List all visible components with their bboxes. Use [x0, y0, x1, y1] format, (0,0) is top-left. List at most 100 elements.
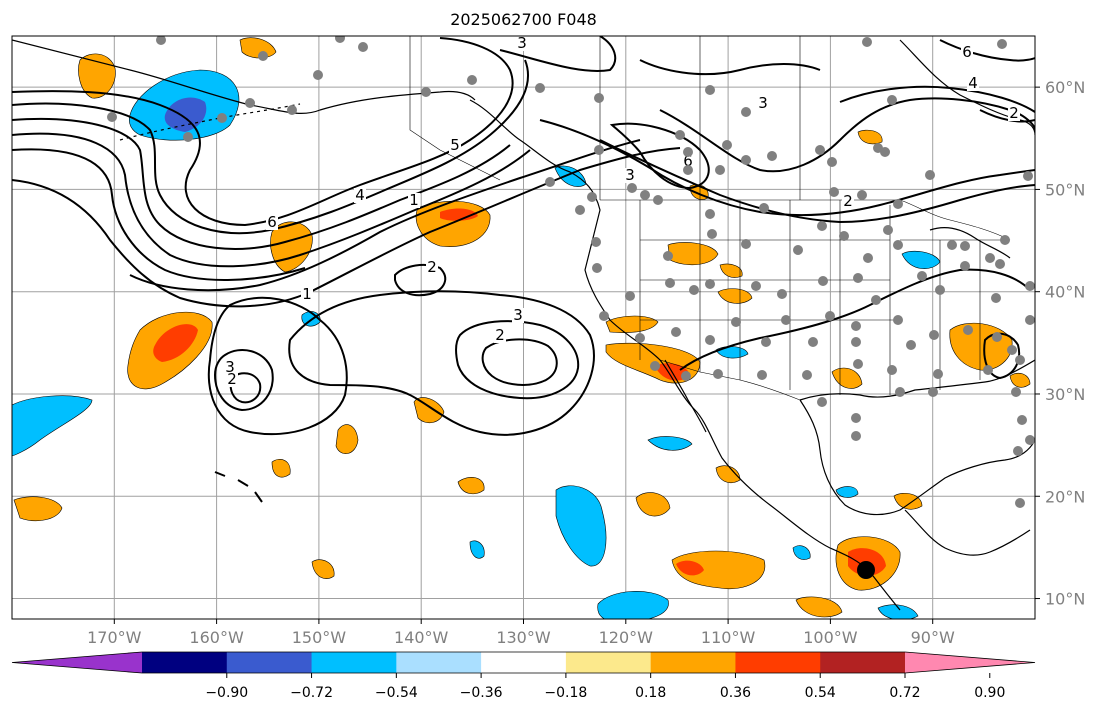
contour-label: 3	[625, 166, 635, 184]
contour-line	[454, 320, 580, 400]
contour-line	[213, 349, 274, 412]
station-dot	[992, 332, 1002, 342]
contour-label-bg	[512, 308, 524, 323]
station-dot	[592, 263, 602, 273]
station-dot	[683, 165, 693, 175]
station-dot	[808, 337, 818, 347]
station-dot	[1015, 498, 1025, 508]
contour-label: 2	[427, 258, 437, 276]
contour-label: 4	[968, 74, 978, 92]
positive-anomaly-patch	[857, 129, 883, 145]
station-dot	[929, 330, 939, 340]
station-dot	[983, 365, 993, 375]
contour-line	[207, 296, 348, 436]
contour-line	[481, 338, 558, 386]
contour-label-bg	[266, 215, 278, 230]
positive-anomaly-patch	[671, 550, 766, 590]
contour-line	[939, 39, 1035, 62]
contour-line	[12, 37, 514, 227]
station-dot	[895, 387, 905, 397]
anomaly-shading	[12, 37, 1031, 619]
positive-anomaly-patch	[335, 424, 359, 454]
colorbar-outline	[11, 651, 1036, 674]
contour-label: 1	[302, 285, 312, 303]
station-dot	[671, 327, 681, 337]
station-dot	[997, 39, 1007, 49]
station-dot	[594, 145, 604, 155]
contour-label: 3	[758, 94, 768, 112]
contour-label-bg	[1008, 106, 1020, 121]
station-dot	[599, 311, 609, 321]
colorbar-extend-low	[12, 652, 142, 673]
colorbar-segment	[142, 652, 228, 673]
longitude-tick-label: 140°W	[394, 628, 449, 647]
station-dot	[1013, 446, 1023, 456]
positive-anomaly-patch	[311, 559, 335, 579]
contour-label-bg	[426, 260, 438, 275]
negative-anomaly-patch	[901, 250, 941, 269]
station-dot	[759, 203, 769, 213]
station-dot	[665, 278, 675, 288]
colorbar-tick-label: −0.18	[544, 685, 587, 701]
colorbar-segment	[565, 652, 652, 673]
station-dot	[1025, 281, 1035, 291]
station-dot	[156, 36, 166, 45]
latitude-tick-label: 10°N	[1045, 590, 1085, 609]
station-dot	[893, 199, 903, 209]
station-dot	[862, 37, 872, 47]
station-dot	[767, 151, 777, 161]
contour-label: 5	[450, 136, 460, 154]
station-dot	[815, 145, 825, 155]
colorbar-segment	[481, 652, 567, 673]
station-dot	[880, 147, 890, 157]
latitude-axis: 60°N 50°N 40°N 30°N 20°N 10°N	[1035, 78, 1085, 609]
strong-positive-anomaly-patch	[153, 324, 198, 362]
station-dot	[575, 205, 585, 215]
contour-label-bg	[961, 45, 973, 60]
positive-anomaly-patch	[415, 200, 491, 247]
longitude-tick-label: 110°W	[701, 628, 756, 647]
station-dot	[818, 276, 828, 286]
station-dot	[925, 170, 935, 180]
positive-anomaly-patch	[949, 322, 1013, 371]
latitude-tick-label: 30°N	[1045, 385, 1085, 404]
negative-anomaly-patch	[597, 591, 669, 619]
contour-label-bg	[226, 372, 238, 387]
longitude-tick-label: 90°W	[911, 628, 955, 647]
positive-anomaly-patch	[893, 493, 923, 510]
longitude-tick-label: 120°W	[599, 628, 654, 647]
positive-anomaly-patch	[13, 496, 63, 521]
station-dot	[258, 51, 268, 61]
positive-anomaly-patch	[1009, 372, 1031, 388]
negative-anomaly-patch	[12, 395, 93, 457]
station-dot	[1015, 355, 1025, 365]
contour-line	[12, 59, 530, 234]
political-borders	[409, 36, 1011, 401]
negative-anomaly-patch	[555, 485, 607, 567]
station-dot	[777, 289, 787, 299]
colorbar-segment	[735, 652, 821, 673]
station-dot	[906, 340, 916, 350]
us-canada-border	[600, 199, 1011, 241]
station-dot	[650, 361, 660, 371]
station-dot	[1025, 435, 1035, 445]
station-dot	[705, 335, 715, 345]
station-dot	[817, 397, 827, 407]
station-dot	[713, 369, 723, 379]
colorbar-segment	[650, 652, 736, 673]
station-dot	[947, 240, 957, 250]
colorbar-tick-label: 0.54	[805, 685, 836, 701]
colorbar-tick-label: −0.72	[290, 685, 333, 701]
colorbar-tick-label: −0.36	[460, 685, 503, 701]
colorbar: −0.90 −0.72 −0.54 −0.36 −0.18 0.18 0.36 0.54 0.7…	[11, 651, 1036, 701]
station-dot	[640, 190, 650, 200]
station-dot	[587, 192, 597, 202]
station-dot	[853, 273, 863, 283]
contour-line	[659, 97, 1035, 173]
contour-label-bg	[757, 96, 769, 111]
station-dot	[887, 95, 897, 105]
station-dot	[705, 209, 715, 219]
station-dot	[871, 295, 881, 305]
contour-line	[539, 119, 1035, 217]
